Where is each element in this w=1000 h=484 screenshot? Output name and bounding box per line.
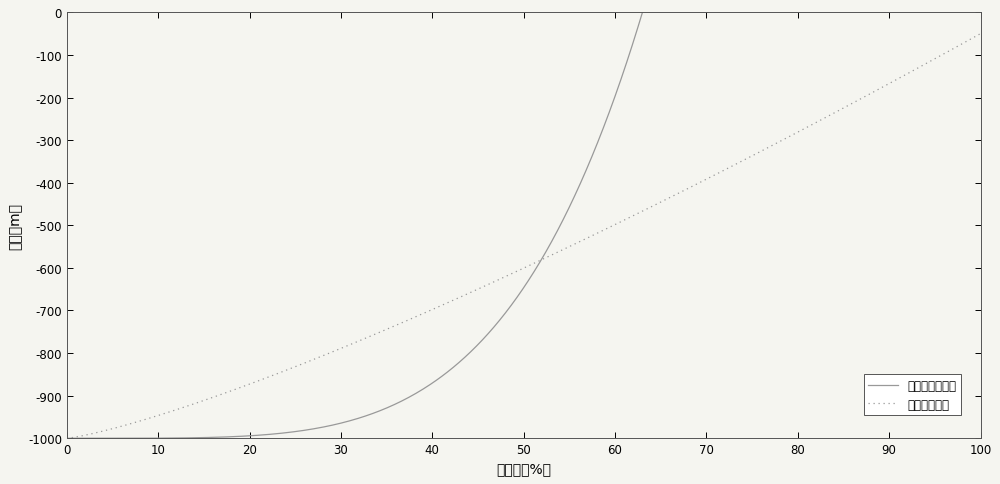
- 光油管热损失: [500, 274, 512, 280]
- 隔热油管热损失: [636, 10, 648, 16]
- 光油管热损失: [495, 276, 507, 282]
- 光油管热损失: [61, 436, 73, 441]
- 光油管热损失: [555, 248, 567, 254]
- 隔热油管热损失: [61, 436, 73, 441]
- 光油管热损失: [975, 31, 987, 37]
- 光油管热损失: [605, 225, 617, 230]
- 隔热油管热损失: [423, 383, 435, 389]
- 隔热油管热损失: [479, 334, 491, 340]
- 隔热油管热损失: [248, 433, 260, 439]
- 隔热油管热损失: [289, 429, 301, 435]
- Y-axis label: 深度（m）: 深度（m）: [8, 202, 22, 249]
- Line: 隔热油管热损失: 隔热油管热损失: [67, 13, 642, 439]
- 光油管热损失: [953, 44, 965, 49]
- Line: 光油管热损失: 光油管热损失: [67, 34, 981, 439]
- X-axis label: 热损失（%）: 热损失（%）: [496, 462, 551, 476]
- 光油管热损失: [810, 121, 822, 126]
- 隔热油管热损失: [130, 436, 142, 441]
- 隔热油管热损失: [476, 337, 488, 343]
- Legend: 隔热油管热损失, 光油管热损失: 隔热油管热损失, 光油管热损失: [864, 374, 961, 415]
